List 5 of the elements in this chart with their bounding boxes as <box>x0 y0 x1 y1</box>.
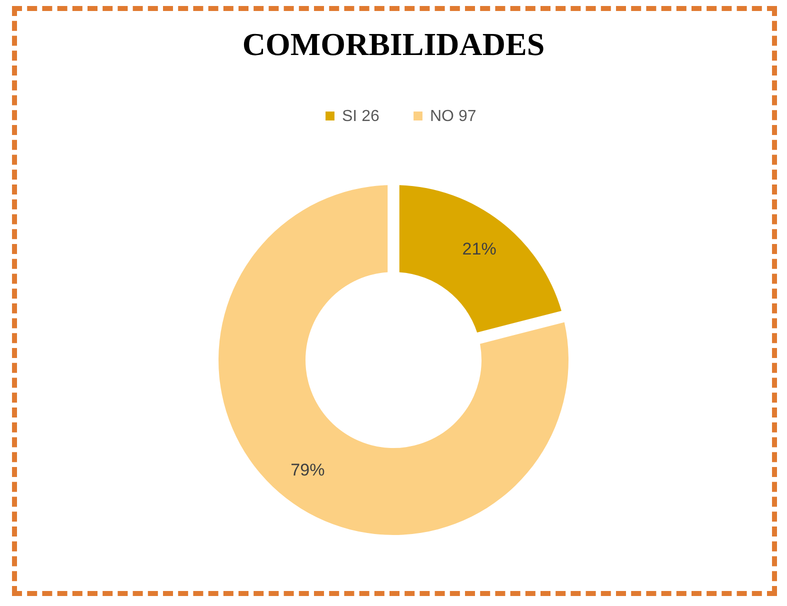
chart-title: COMORBILIDADES <box>242 26 545 62</box>
data-label: 79% <box>290 460 325 480</box>
data-label: 21% <box>462 239 496 258</box>
legend-label: NO 97 <box>430 108 476 125</box>
legend-label: SI 26 <box>342 108 380 125</box>
